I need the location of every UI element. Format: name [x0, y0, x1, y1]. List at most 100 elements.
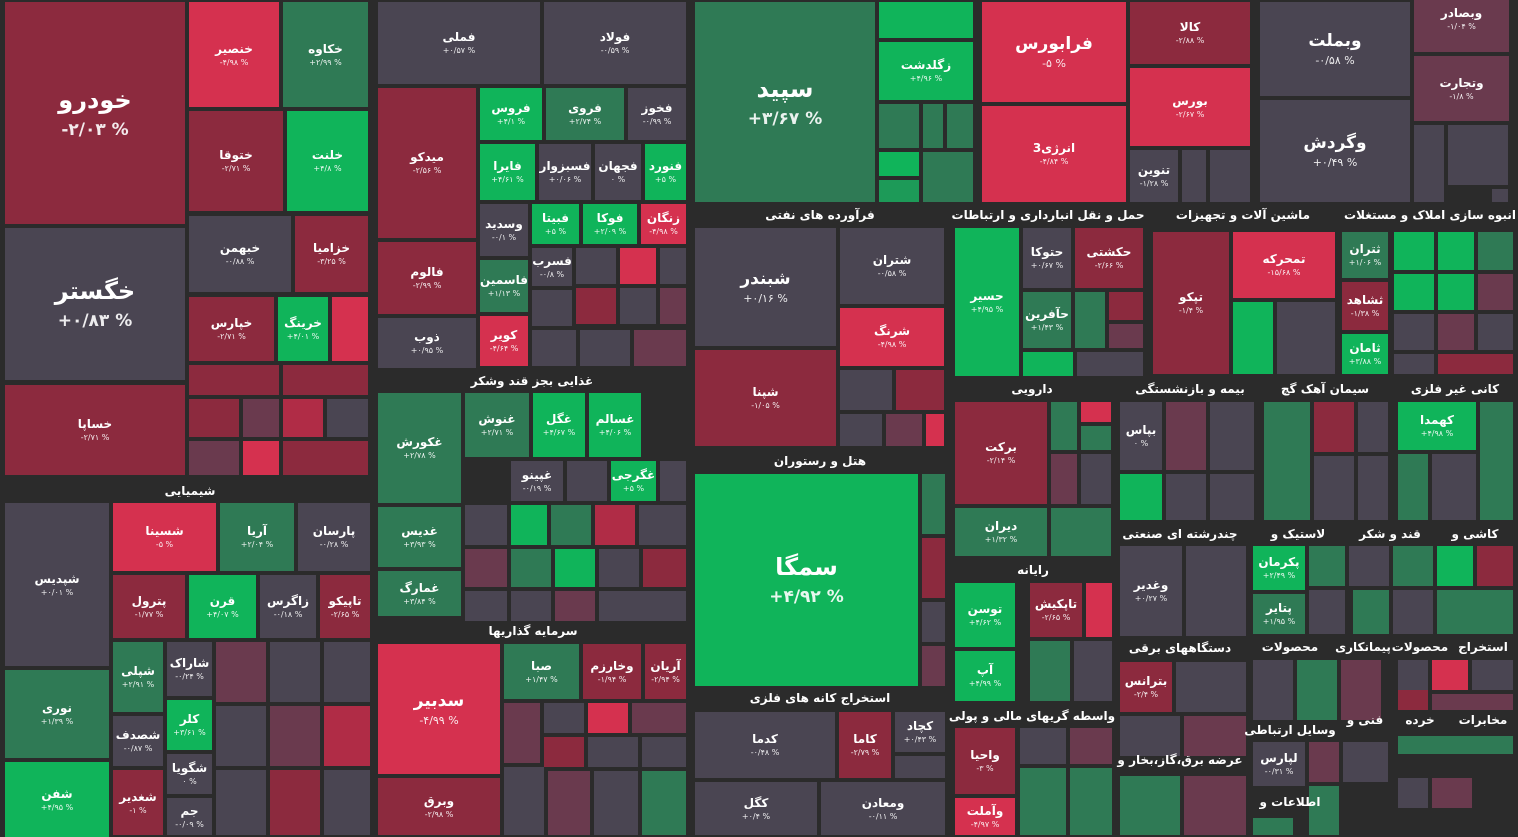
tile-name: حآفرین — [1025, 307, 1069, 321]
tile-name: خلنت — [311, 148, 344, 162]
tile — [1438, 274, 1474, 310]
tile — [1051, 454, 1077, 504]
tile-change: +۱/۱۳ % — [487, 289, 521, 298]
tile-name: فملی — [442, 30, 476, 44]
tile — [922, 538, 945, 598]
tile-name: بترانس — [1124, 674, 1168, 688]
tile-name: زگلدشت — [900, 58, 952, 72]
tile — [1343, 742, 1388, 782]
tile — [1394, 232, 1434, 270]
tile-name: لپارس — [1260, 751, 1298, 765]
tile-change: +۱/۴۷ % — [525, 674, 558, 684]
tile: تمحرکه -۱۵/۶۸ % — [1233, 232, 1335, 298]
tile: تپکو -۱/۴ % — [1153, 232, 1229, 374]
tile-name: فنورد — [648, 159, 683, 173]
tile: فاسمین +۱/۱۳ % — [480, 260, 528, 312]
tile-name: شصدف — [115, 728, 161, 742]
tile — [620, 248, 656, 284]
sector-title: استخراج کانه های فلزی — [749, 691, 891, 705]
tile-name: کویر — [490, 328, 518, 342]
tile-name: غگرجی — [611, 468, 656, 482]
tile-change: +۵ % — [654, 175, 677, 184]
tile: آپ +۴/۹۹ % — [955, 651, 1015, 701]
tile-change: -۱/۰۴ % — [1447, 22, 1476, 31]
tile-name: ختوقا — [219, 148, 253, 162]
tile: انرژی3 -۴/۸۴ % — [982, 106, 1126, 202]
tile — [632, 703, 686, 733]
sector-title: ماشین آلات و تجهیزات — [1175, 208, 1311, 222]
tile — [1448, 125, 1508, 185]
tile — [189, 365, 279, 395]
tile — [327, 399, 368, 437]
tile-name: قرن — [209, 593, 236, 608]
tile: غکورش +۲/۷۸ % — [378, 393, 461, 503]
tile — [1398, 736, 1513, 754]
tile — [555, 591, 595, 621]
tile-change: -۵ % — [1042, 57, 1066, 70]
tile: توسن +۴/۶۲ % — [955, 583, 1015, 647]
tile-change: +۴/۰۱ % — [286, 332, 320, 341]
tile-name: شسینا — [145, 524, 184, 538]
tile-name: تاپیکو — [328, 593, 362, 608]
tile: شفن +۴/۹۵ % — [5, 762, 109, 837]
tile: شتران -۰/۵۸ % — [840, 228, 944, 304]
tile-name: کهمدا — [1420, 413, 1454, 427]
tile: حسیر +۴/۹۵ % — [955, 228, 1019, 376]
tile-change: -۴/۹۹ % — [419, 714, 459, 727]
tile-name: خبهمن — [219, 241, 261, 255]
tile-change: -۴/۶۴ % — [489, 344, 519, 353]
tile: سمگا +۴/۹۲ % — [695, 474, 918, 686]
tile: وتجارت -۱/۸ % — [1414, 56, 1509, 121]
tile-change: +۴/۸ % — [313, 164, 342, 173]
tile-change: -۲/۸۸ % — [1175, 36, 1205, 45]
tile-change: -۰/۰۹ % — [175, 819, 204, 829]
tile-change: ۰ % — [1133, 439, 1149, 448]
tile — [1472, 660, 1513, 690]
tile — [511, 549, 551, 587]
tile: سپید +۳/۶۷ % — [695, 2, 875, 202]
tile: فایرا +۴/۶۱ % — [480, 144, 535, 200]
tile-name: فاسمین — [480, 273, 528, 287]
tile-name: شرنگ — [873, 324, 911, 338]
tile — [923, 104, 943, 148]
tile-change: +۱/۳۲ % — [984, 535, 1018, 544]
tile-change: -۱/۹۴ % — [597, 674, 627, 684]
tile — [532, 290, 572, 326]
tile-change: -۲/۹۹ % — [412, 281, 442, 290]
tile — [879, 180, 919, 202]
tile — [926, 414, 944, 446]
tile — [896, 370, 944, 410]
tile: کدما -۰/۴۸ % — [695, 712, 835, 778]
tile — [1438, 232, 1474, 270]
tile: آریا +۲/۰۴ % — [220, 503, 294, 571]
tile-change: -۱/۲۸ % — [1139, 179, 1169, 188]
tile: ثتران +۱/۰۶ % — [1342, 232, 1388, 278]
tile: حآفرین +۱/۴۳ % — [1023, 292, 1071, 348]
tile: غسالم +۴/۰۶ % — [589, 393, 641, 457]
tile-change: +۲/۰۴ % — [240, 540, 274, 549]
tile-name: شپنا — [752, 385, 779, 399]
tile — [1394, 354, 1434, 374]
tile: شسینا -۵ % — [113, 503, 216, 571]
tile-name: وبصادر — [1440, 6, 1483, 20]
tile: ثامان +۳/۸۸ % — [1342, 334, 1388, 374]
tile: کالا -۲/۸۸ % — [1130, 2, 1250, 64]
tile: شغدیر -۱ % — [113, 770, 163, 835]
tile-change: -۲/۴ % — [1133, 690, 1159, 699]
tile — [1166, 402, 1206, 470]
tile: فالوم -۲/۹۹ % — [378, 242, 476, 314]
tile-name: خکاوه — [308, 41, 343, 56]
tile-change: -۳ % — [976, 764, 994, 773]
tile-name: شاراک — [169, 656, 210, 670]
tile: جم -۰/۰۹ % — [167, 798, 212, 835]
tile-name: تاپکیش — [1034, 597, 1078, 611]
tile-change: +۰/۶۷ % — [1030, 261, 1064, 270]
tile: آریان -۲/۹۴ % — [645, 644, 686, 699]
tile — [594, 771, 638, 835]
tile — [283, 365, 368, 395]
tile — [1341, 660, 1381, 720]
tile-name: فسرب — [532, 254, 572, 268]
tile: خگستر +۰/۸۳ % — [5, 228, 185, 380]
tile — [1437, 590, 1513, 634]
tile — [1492, 189, 1508, 202]
